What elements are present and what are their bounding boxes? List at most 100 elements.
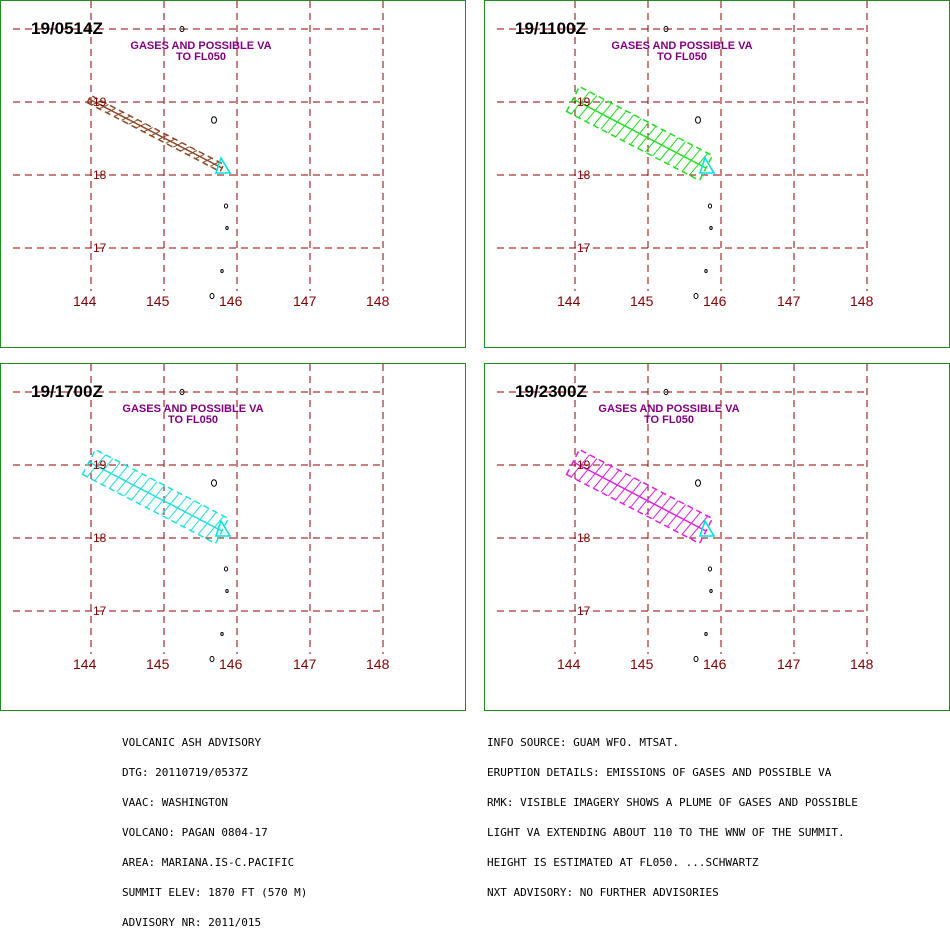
panel-2-lat-18: 18	[577, 168, 591, 182]
panel-2-lat-19: 19	[577, 95, 591, 109]
ash-plume	[565, 85, 714, 182]
panel-2-lon-147: 147	[777, 293, 801, 309]
advisory-remark-3: HEIGHT IS ESTIMATED AT FL050. ...SCHWART…	[487, 856, 759, 869]
panel-1-lon-146: 146	[219, 293, 243, 309]
panel-2-header-line2: TO FL050	[657, 51, 707, 63]
panel-3-lon-146: 146	[219, 656, 243, 672]
island-icon	[693, 655, 699, 663]
map-canvas-4	[497, 364, 868, 663]
advisory-dtg: DTG: 20110719/0537Z	[122, 766, 248, 779]
plume-axis	[88, 461, 223, 532]
map-panel-3: 19/1700Z GASES AND POSSIBLE VA TO FL050 …	[0, 363, 466, 711]
panel-1-dtg: 19/0514Z	[31, 19, 103, 38]
volcano-summit-icon	[214, 519, 232, 537]
advisory-right-block: INFO SOURCE: GUAM WFO. MTSAT. ERUPTION D…	[487, 718, 858, 908]
panel-1-lat-18: 18	[93, 168, 107, 182]
map-canvas-2	[497, 1, 868, 300]
map-canvas-1	[13, 1, 384, 300]
island-icon	[220, 268, 224, 274]
advisory-number: ADVISORY NR: 2011/015	[122, 916, 262, 929]
panel-4-lat-17: 17	[577, 604, 591, 618]
advisory-left-block: VOLCANIC ASH ADVISORY DTG: 20110719/0537…	[122, 718, 307, 938]
panel-4-lon-148: 148	[850, 656, 874, 672]
panel-2-header-line1: GASES AND POSSIBLE VA	[611, 40, 753, 52]
island-icon	[707, 566, 713, 572]
panel-4-lon-144: 144	[557, 656, 581, 672]
advisory-remark-2: LIGHT VA EXTENDING ABOUT 110 TO THE WNW …	[487, 826, 845, 839]
advisory-title: VOLCANIC ASH ADVISORY	[122, 736, 262, 749]
panel-3-header-line2: TO FL050	[168, 414, 218, 426]
island-icon	[709, 588, 713, 594]
advisory-eruption-details: ERUPTION DETAILS: EMISSIONS OF GASES AND…	[487, 766, 832, 779]
panel-3-header-line1: GASES AND POSSIBLE VA	[122, 403, 264, 415]
panel-3-lon-145: 145	[146, 656, 170, 672]
panel-1-lon-148: 148	[366, 293, 390, 309]
panel-3-lon-148: 148	[366, 656, 390, 672]
plume-axis	[88, 98, 223, 169]
plume-axis	[572, 98, 707, 169]
map-panel-1: 19/0514Z GASES AND POSSIBLE VA TO FL050 …	[0, 0, 466, 348]
island-icon	[695, 479, 701, 487]
island-icon	[209, 655, 215, 663]
volcano-summit-icon	[698, 156, 716, 174]
plume-axis	[572, 461, 707, 532]
island-icon	[704, 631, 708, 637]
island-icon	[211, 116, 217, 124]
island-icon	[709, 225, 713, 231]
island-icon	[223, 203, 229, 209]
panel-3-lat-17: 17	[93, 604, 107, 618]
farallon-island-icon	[663, 25, 669, 33]
panel-2-header: GASES AND POSSIBLE VA TO FL050	[582, 41, 782, 63]
map-canvas-3	[13, 364, 384, 663]
panel-1-lat-17: 17	[93, 241, 107, 255]
island-icon	[225, 588, 229, 594]
advisory-volcano: VOLCANO: PAGAN 0804-17	[122, 826, 268, 839]
island-icon	[693, 292, 699, 300]
panel-1-header-line2: TO FL050	[176, 51, 226, 63]
panel-2-lon-145: 145	[630, 293, 654, 309]
island-icon	[223, 566, 229, 572]
panel-2-lon-148: 148	[850, 293, 874, 309]
panel-1-lon-145: 145	[146, 293, 170, 309]
volcano-summit-icon	[698, 519, 716, 537]
farallon-island-icon	[179, 25, 185, 33]
panel-4-lon-147: 147	[777, 656, 801, 672]
island-icon	[211, 479, 217, 487]
advisory-vaac: VAAC: WASHINGTON	[122, 796, 228, 809]
island-icon	[707, 203, 713, 209]
panel-3-lat-18: 18	[93, 531, 107, 545]
panel-4-header-line2: TO FL050	[644, 414, 694, 426]
plume-outline	[86, 94, 225, 173]
map-panel-4: 19/2300Z GASES AND POSSIBLE VA TO FL050 …	[484, 363, 950, 711]
advisory-remark-1: RMK: VISIBLE IMAGERY SHOWS A PLUME OF GA…	[487, 796, 858, 809]
panel-4-header-line1: GASES AND POSSIBLE VA	[598, 403, 740, 415]
panel-1-lat-19: 19	[93, 95, 107, 109]
island-icon	[209, 292, 215, 300]
panel-3-dtg: 19/1700Z	[31, 382, 103, 401]
panel-3-lon-144: 144	[73, 656, 97, 672]
ash-plume	[565, 448, 714, 545]
panel-1-lon-147: 147	[293, 293, 317, 309]
farallon-island-icon	[179, 388, 185, 396]
advisory-info-source: INFO SOURCE: GUAM WFO. MTSAT.	[487, 736, 680, 749]
island-icon	[225, 225, 229, 231]
panel-4-lat-19: 19	[577, 458, 591, 472]
panel-1-lon-144: 144	[73, 293, 97, 309]
advisory-next: NXT ADVISORY: NO FURTHER ADVISORIES	[487, 886, 719, 899]
panel-4-dtg: 19/2300Z	[515, 382, 587, 401]
panel-4-header: GASES AND POSSIBLE VA TO FL050	[569, 404, 769, 426]
panel-4-lat-18: 18	[577, 531, 591, 545]
island-icon	[695, 116, 701, 124]
panel-1-header-line1: GASES AND POSSIBLE VA	[130, 40, 272, 52]
panel-3-lon-147: 147	[293, 656, 317, 672]
panel-2-lat-17: 17	[577, 241, 591, 255]
volcano-summit-icon	[214, 156, 232, 174]
farallon-island-icon	[663, 388, 669, 396]
panel-2-dtg: 19/1100Z	[515, 19, 586, 38]
map-panel-2: 19/1100Z GASES AND POSSIBLE VA TO FL050 …	[484, 0, 950, 348]
ash-plume	[86, 94, 225, 173]
panel-2-lon-144: 144	[557, 293, 581, 309]
advisory-summit-elev: SUMMIT ELEV: 1870 FT (570 M)	[122, 886, 308, 899]
island-icon	[704, 268, 708, 274]
panel-3-lat-19: 19	[93, 458, 107, 472]
